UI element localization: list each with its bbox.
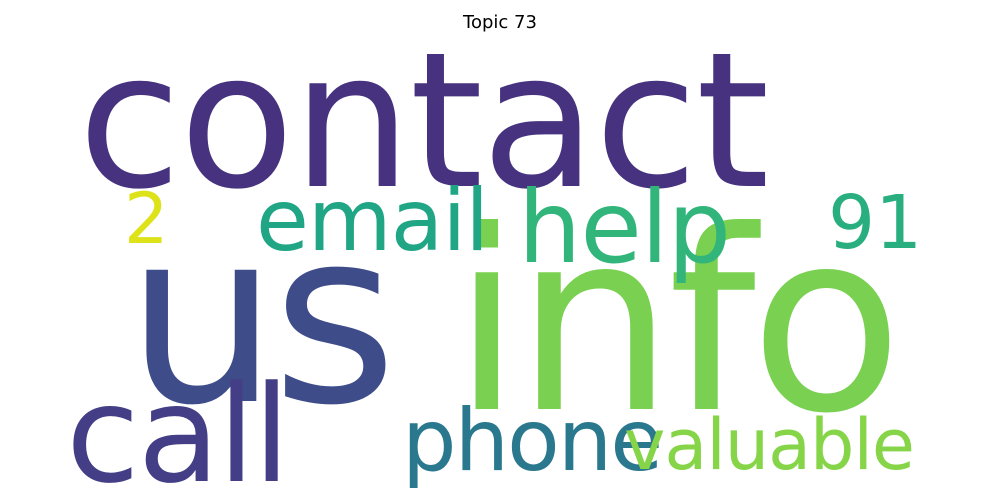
word-contact: contact [78,12,770,231]
word-help: help [518,169,731,286]
word-valuable: valuable [624,404,915,486]
word-email: email [256,171,489,271]
word-call: call [66,357,290,500]
figure-title: Topic 73 [463,12,537,33]
word-2: 2 [124,178,169,260]
word-phone: phone [402,391,663,491]
word-91: 91 [828,180,923,266]
word-info: info [452,177,903,468]
word-us: us [126,178,397,458]
